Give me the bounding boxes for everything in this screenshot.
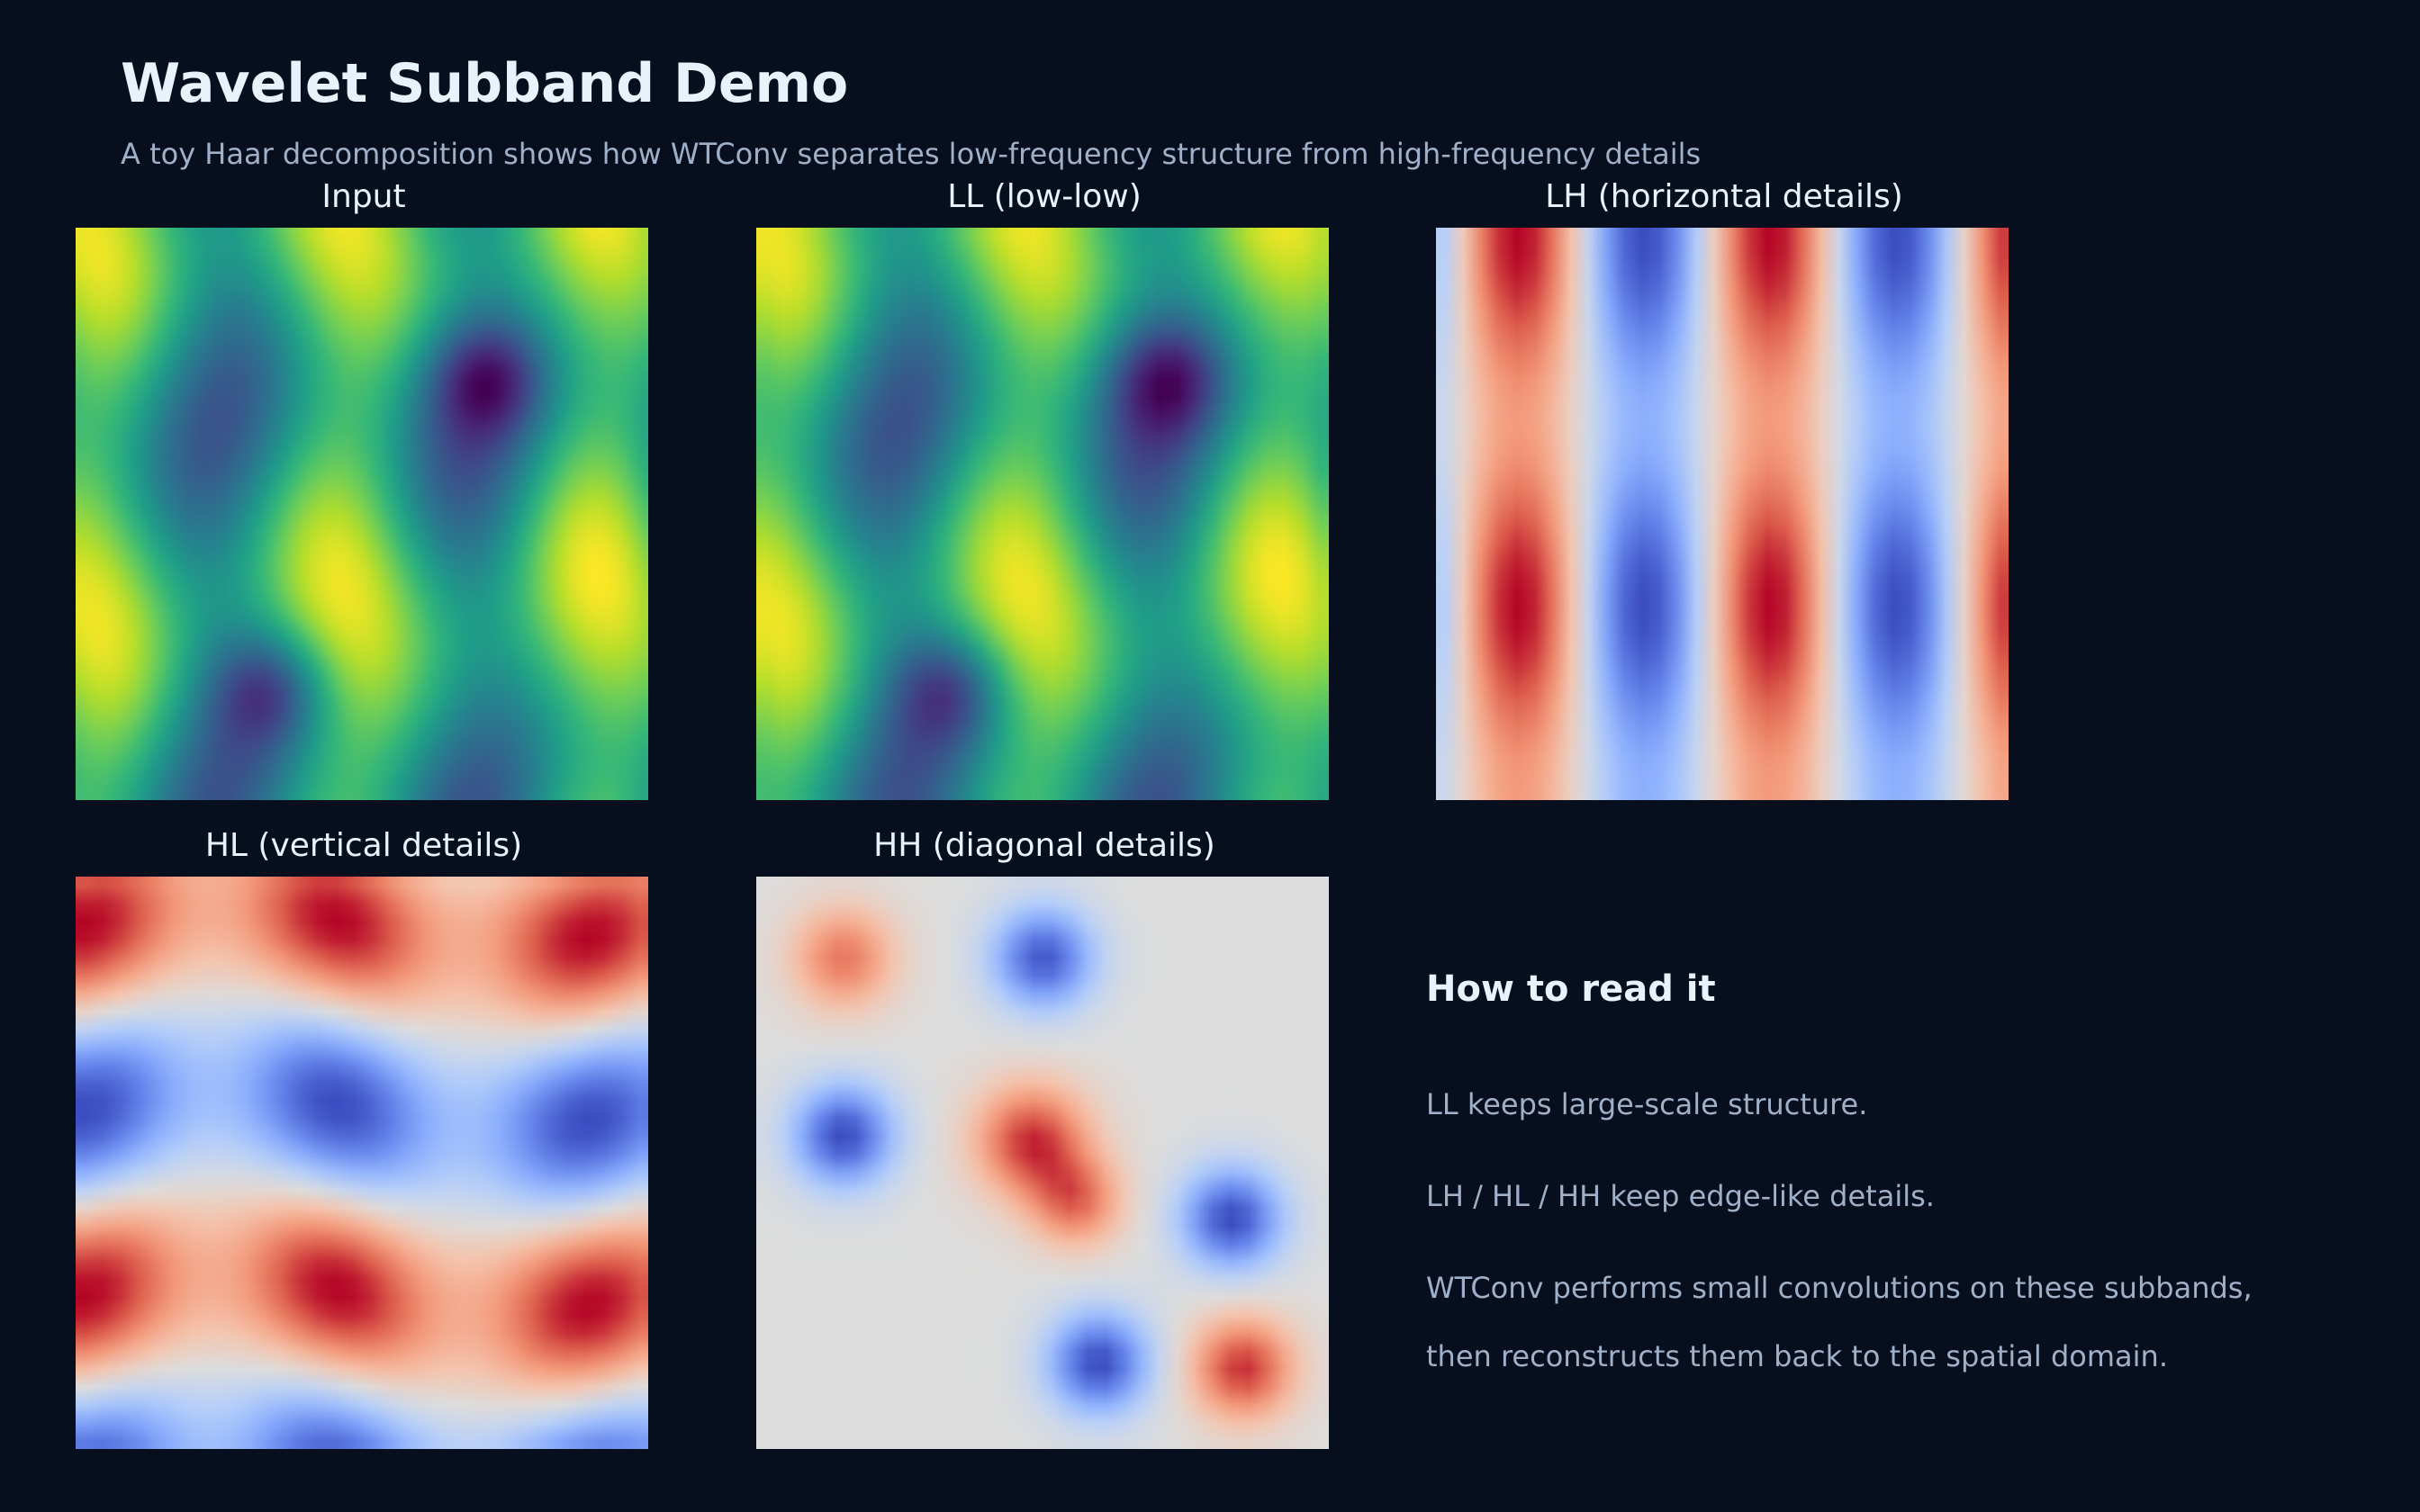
notes-heading: How to read it [1426,968,1716,1010]
note-line-details: LH / HL / HH keep edge-like details. [1426,1179,1935,1213]
note-line-reconstruct: then reconstructs them back to the spati… [1426,1339,2168,1373]
hl-subband-panel [76,877,648,1449]
lh-panel-label: LH (horizontal details) [1545,178,1903,215]
ll-subband-panel [756,228,1329,800]
page-title: Wavelet Subband Demo [121,52,849,115]
hl-panel-label: HL (vertical details) [204,827,523,864]
lh-subband-panel [1436,228,2009,800]
page-subtitle: A toy Haar decomposition shows how WTCon… [121,137,1702,171]
note-line-wtconv: WTConv performs small convolutions on th… [1426,1271,2253,1305]
note-line-ll: LL keeps large-scale structure. [1426,1087,1868,1121]
hh-subband-panel [756,877,1329,1449]
hh-panel-label: HH (diagonal details) [873,827,1215,864]
input-image-panel [76,228,648,800]
input-panel-label: Input [321,178,406,215]
ll-panel-label: LL (low-low) [947,178,1142,215]
